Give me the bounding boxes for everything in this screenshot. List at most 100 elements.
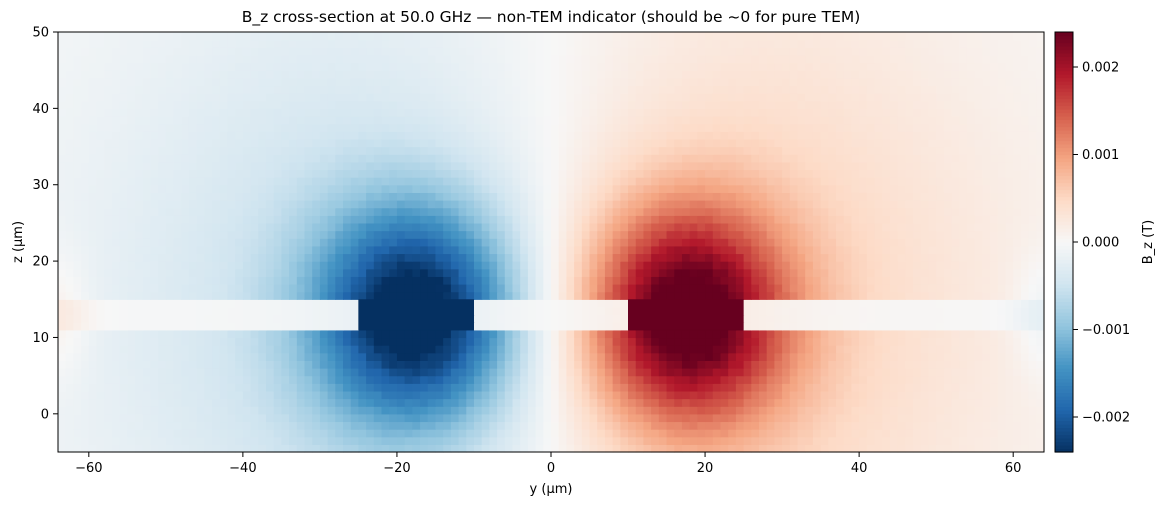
heatmap-cell	[774, 375, 783, 384]
heatmap-cell	[782, 222, 791, 232]
heatmap-cell	[119, 322, 128, 331]
heatmap-cell	[774, 207, 783, 216]
heatmap-cell	[212, 398, 221, 407]
heatmap-cell	[389, 429, 398, 438]
heatmap-cell	[343, 222, 352, 232]
heatmap-cell	[743, 177, 752, 186]
heatmap-cell	[720, 390, 729, 400]
heatmap-cell	[797, 322, 806, 331]
heatmap-cell	[974, 268, 983, 277]
heatmap-cell	[589, 200, 598, 209]
heatmap-cell	[212, 314, 221, 323]
heatmap-cell	[566, 299, 575, 308]
heatmap-cell	[289, 444, 298, 453]
heatmap-cell	[165, 436, 175, 445]
heatmap-cell	[843, 314, 853, 323]
heatmap-cell	[889, 253, 899, 262]
heatmap-cell	[820, 245, 829, 255]
heatmap-cell	[1036, 360, 1045, 369]
heatmap-cell	[828, 314, 837, 323]
heatmap-cell	[751, 261, 760, 270]
heatmap-cell	[466, 184, 475, 193]
heatmap-cell	[350, 360, 360, 369]
heatmap-cell	[481, 192, 490, 201]
heatmap-cell	[497, 337, 506, 346]
heatmap-cell	[651, 375, 660, 384]
heatmap-cell	[273, 413, 282, 423]
heatmap-cell	[843, 222, 853, 232]
heatmap-cell	[551, 444, 560, 453]
heatmap-cell	[289, 261, 298, 270]
heatmap-cell	[520, 253, 529, 262]
heatmap-cell	[150, 222, 159, 232]
heatmap-cell	[959, 177, 968, 186]
heatmap-cell	[882, 345, 891, 354]
heatmap-cell	[227, 169, 236, 178]
heatmap-cell	[250, 306, 259, 316]
heatmap-cell	[235, 345, 244, 354]
heatmap-cell	[165, 291, 175, 300]
heatmap-cell	[389, 398, 398, 407]
heatmap-cell	[296, 314, 306, 323]
heatmap-cell	[658, 154, 668, 163]
heatmap-cell	[173, 368, 182, 377]
heatmap-cell	[574, 436, 583, 445]
heatmap-cell	[1005, 429, 1014, 438]
heatmap-cell	[242, 184, 252, 193]
heatmap-cell	[551, 276, 560, 285]
heatmap-cell	[520, 276, 529, 285]
heatmap-cell	[743, 329, 752, 339]
heatmap-cell	[551, 421, 560, 430]
heatmap-cell	[289, 406, 298, 415]
heatmap-cell	[343, 345, 352, 354]
heatmap-cell	[836, 314, 845, 323]
heatmap-cell	[381, 406, 390, 415]
heatmap-cell	[96, 360, 105, 369]
heatmap-cell	[65, 375, 74, 384]
heatmap-cell	[566, 352, 575, 361]
heatmap-cell	[1020, 230, 1030, 239]
heatmap-cell	[119, 314, 128, 323]
heatmap-cell	[959, 245, 968, 255]
heatmap-cell	[173, 161, 182, 171]
heatmap-cell	[1013, 360, 1022, 369]
heatmap-cell	[504, 192, 514, 201]
heatmap-cell	[1020, 207, 1030, 216]
heatmap-cell	[551, 390, 560, 400]
heatmap-cell	[643, 276, 652, 285]
heatmap-cell	[789, 383, 799, 392]
heatmap-cell	[905, 184, 914, 193]
heatmap-cell	[758, 184, 768, 193]
heatmap-cell	[543, 299, 552, 308]
heatmap-cell	[289, 436, 298, 445]
heatmap-cell	[135, 184, 144, 193]
heatmap-cell	[381, 284, 390, 293]
heatmap-cell	[381, 429, 390, 438]
heatmap-cell	[712, 230, 722, 239]
heatmap-cell	[435, 383, 444, 392]
heatmap-cell	[982, 207, 991, 216]
heatmap-cell	[712, 383, 722, 392]
heatmap-cell	[242, 222, 252, 232]
heatmap-cell	[705, 215, 714, 224]
heatmap-cell	[782, 184, 791, 193]
heatmap-cell	[566, 383, 575, 392]
heatmap-cell	[789, 329, 799, 339]
heatmap-cell	[281, 253, 290, 262]
heatmap-cell	[396, 360, 406, 369]
heatmap-cell	[289, 230, 298, 239]
heatmap-cell	[96, 192, 105, 201]
heatmap-cell	[1028, 253, 1037, 262]
heatmap-cell	[389, 238, 398, 247]
heatmap-cell	[674, 345, 683, 354]
heatmap-cell	[327, 268, 336, 277]
heatmap-cell	[951, 253, 960, 262]
heatmap-cell	[427, 444, 437, 453]
heatmap-cell	[966, 253, 976, 262]
heatmap-cell	[936, 329, 945, 339]
heatmap-cell	[450, 444, 460, 453]
heatmap-cell	[158, 222, 167, 232]
heatmap-cell	[604, 261, 614, 270]
heatmap-cell	[936, 383, 945, 392]
heatmap-cell	[620, 383, 629, 392]
